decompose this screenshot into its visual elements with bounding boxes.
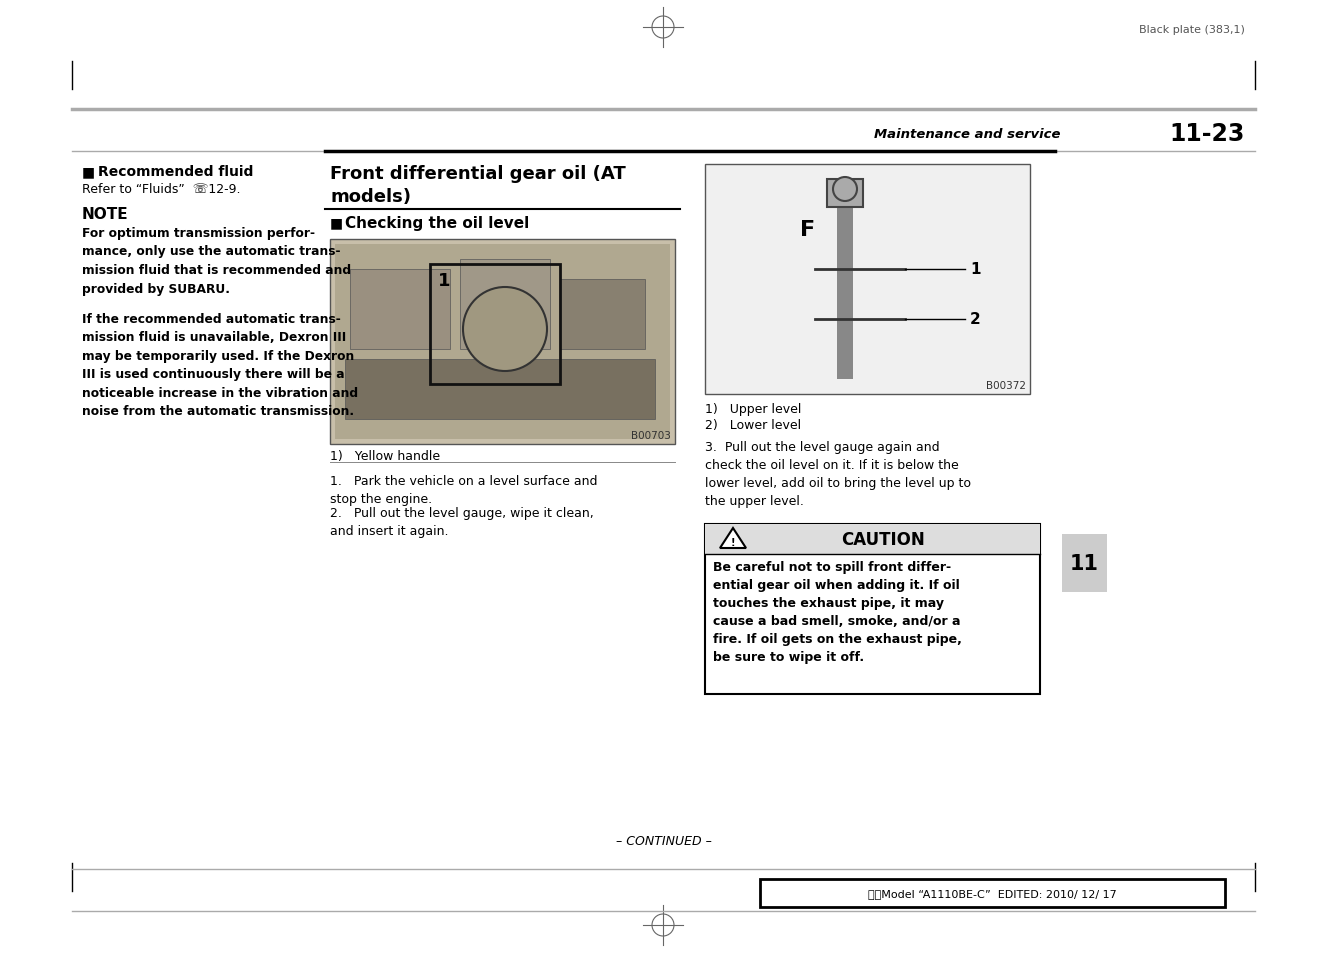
Bar [460, 260, 549, 350]
Text: 1)   Upper level: 1) Upper level [705, 402, 802, 416]
Bar [705, 524, 1040, 555]
Text: 1)   Yellow handle: 1) Yellow handle [330, 450, 441, 462]
Bar [760, 879, 1225, 907]
Circle shape [463, 288, 547, 372]
Text: Be careful not to spill front differ-
ential gear oil when adding it. If oil
tou: Be careful not to spill front differ- en… [713, 560, 962, 663]
Text: Recommended fluid: Recommended fluid [98, 165, 253, 179]
Text: Black plate (383,1): Black plate (383,1) [1139, 25, 1245, 35]
Bar [345, 359, 656, 419]
Text: For optimum transmission perfor-
mance, only use the automatic trans-
mission fl: For optimum transmission perfor- mance, … [82, 227, 352, 295]
Bar [827, 180, 863, 208]
Text: F: F [800, 220, 815, 240]
Text: 1: 1 [438, 272, 450, 290]
Polygon shape [721, 529, 746, 548]
Bar [560, 280, 645, 350]
Bar [1062, 535, 1107, 593]
Text: If the recommended automatic trans-
mission fluid is unavailable, Dexron III
may: If the recommended automatic trans- miss… [82, 313, 358, 418]
Text: Checking the oil level: Checking the oil level [345, 215, 529, 231]
Text: – CONTINUED –: – CONTINUED – [616, 834, 713, 847]
Text: 11: 11 [1070, 554, 1099, 574]
Text: 11-23: 11-23 [1169, 122, 1245, 146]
Text: Maintenance and service: Maintenance and service [873, 128, 1060, 141]
Text: 1.   Park the vehicle on a level surface and
stop the engine.: 1. Park the vehicle on a level surface a… [330, 475, 597, 505]
Bar [705, 165, 1030, 395]
Bar [705, 524, 1040, 695]
Bar [430, 265, 560, 385]
Text: ■: ■ [82, 165, 96, 179]
Text: NOTE: NOTE [82, 207, 129, 222]
Text: 2: 2 [970, 313, 981, 327]
Text: Front differential gear oil (AT
models): Front differential gear oil (AT models) [330, 165, 626, 206]
Text: Refer to “Fluids”  ☏12-9.: Refer to “Fluids” ☏12-9. [82, 183, 240, 195]
Bar [330, 240, 675, 444]
Text: B00372: B00372 [986, 380, 1026, 391]
Text: B00703: B00703 [632, 431, 671, 440]
Text: 3.  Pull out the level gauge again and
check the oil level on it. If it is below: 3. Pull out the level gauge again and ch… [705, 440, 971, 507]
Bar [334, 245, 670, 439]
Circle shape [833, 178, 857, 202]
Text: 北米Model “A1110BE-C”  EDITED: 2010/ 12/ 17: 北米Model “A1110BE-C” EDITED: 2010/ 12/ 17 [868, 888, 1117, 898]
Text: 1: 1 [970, 262, 981, 277]
Bar [837, 180, 853, 379]
Bar [350, 270, 450, 350]
Text: !: ! [731, 537, 735, 547]
Text: 2)   Lower level: 2) Lower level [705, 418, 802, 432]
Text: 2.   Pull out the level gauge, wipe it clean,
and insert it again.: 2. Pull out the level gauge, wipe it cle… [330, 506, 593, 537]
Text: CAUTION: CAUTION [840, 531, 925, 548]
Text: ■: ■ [330, 215, 344, 230]
